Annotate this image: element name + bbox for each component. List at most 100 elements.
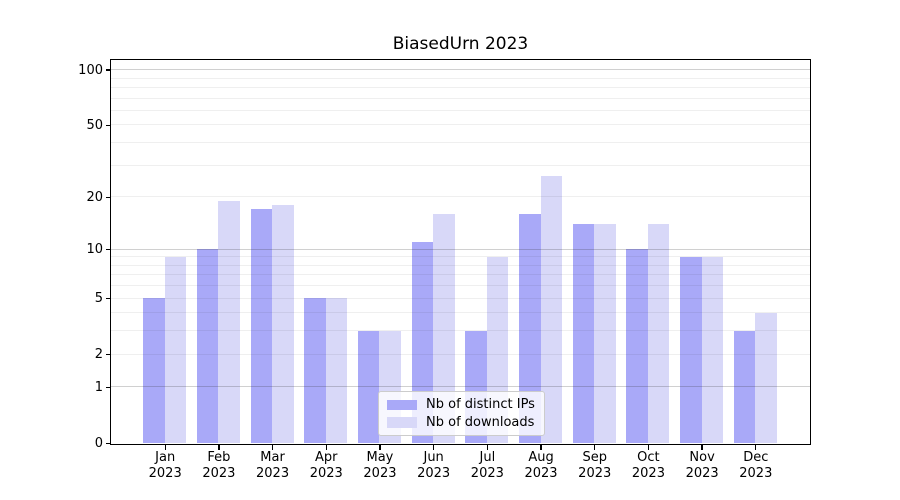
y-tick-label-1: 1 [94,379,103,395]
month-name: Jul [479,450,496,465]
minor-gridline-40 [111,142,810,144]
month-name: Jun [423,450,444,465]
month-name: Aug [528,450,554,465]
month-year: 2023 [631,466,665,481]
month-year: 2023 [309,466,343,481]
month-year: 2023 [470,466,504,481]
month-year: 2023 [578,466,612,481]
x-tick-label-jun: Jun 2023 [400,450,468,482]
x-tick-label-apr: Apr 2023 [292,450,360,482]
minor-gridline-80 [111,86,810,88]
minor-gridline-3 [111,330,810,332]
month-year: 2023 [524,466,558,481]
y-tick-mark-20 [105,196,110,198]
major-gridline-100 [111,69,810,71]
minor-gridline-8 [111,264,810,266]
x-tick-mark-aug [540,445,542,450]
minor-gridline-30 [111,164,810,166]
minor-gridline-20 [111,196,810,198]
month-year: 2023 [148,466,182,481]
y-tick-mark-10 [105,248,110,251]
legend-label-downloads: Nb of downloads [426,414,535,430]
minor-gridline-60 [111,109,810,111]
major-gridline-1 [111,386,810,388]
bar-distinct-ips-apr [304,298,326,443]
y-tick-mark-5 [105,297,110,300]
y-tick-mark-0 [105,442,110,445]
grid-layer [111,60,810,444]
bar-distinct-ips-dec [733,330,756,443]
y-tick-mark-100 [105,69,110,71]
bar-distinct-ips-may [357,330,380,443]
y-tick-label-20: 20 [86,189,103,205]
y-tick-label-10: 10 [86,242,103,257]
x-tick-label-feb: Feb 2023 [185,450,253,482]
legend-item-distinct-ips: Nb of distinct IPs [387,396,535,414]
x-tick-mark-sep [594,445,596,450]
bar-distinct-ips-aug [519,213,541,443]
legend-item-downloads: Nb of downloads [387,414,535,432]
x-tick-mark-dec [755,445,757,450]
minor-gridline-9 [111,256,810,258]
bar-downloads-jan [164,256,187,443]
x-tick-label-may: May 2023 [346,450,414,482]
y-tick-mark-2 [105,353,110,356]
bar-distinct-ips-sep [572,223,595,443]
x-tick-mark-jul [486,445,488,450]
x-tick-mark-feb [218,445,220,450]
bar-downloads-dec [755,312,777,443]
y-tick-label-2: 2 [94,347,103,363]
y-tick-mark-1 [105,386,110,389]
legend: Nb of distinct IPs Nb of downloads [378,391,545,436]
minor-gridline-90 [111,77,810,79]
minor-gridline-5 [111,297,810,299]
minor-gridline-7 [111,274,810,276]
legend-label-distinct-ips: Nb of distinct IPs [426,397,535,413]
plot-area: Nb of distinct IPs Nb of downloads [110,59,811,445]
month-year: 2023 [202,466,236,481]
month-name: May [366,450,394,465]
month-year: 2023 [363,466,397,481]
month-name: Dec [743,450,769,465]
bar-downloads-sep [594,223,616,443]
month-name: Jan [155,450,176,465]
bar-distinct-ips-oct [626,249,648,443]
y-tick-label-0: 0 [94,436,103,451]
y-tick-label-100: 100 [78,62,103,78]
major-gridline-10 [111,248,810,250]
x-tick-mark-may [379,445,381,450]
month-name: Oct [637,450,660,465]
bar-downloads-aug [540,176,563,443]
bar-distinct-ips-nov [680,256,702,443]
legend-swatch-distinct-ips [387,399,417,410]
month-year: 2023 [417,466,451,481]
x-tick-label-jan: Jan 2023 [131,450,199,482]
month-name: Feb [207,450,231,465]
bar-distinct-ips-feb [196,249,219,443]
minor-gridline-6 [111,285,810,287]
y-tick-mark-50 [105,124,110,127]
x-tick-mark-apr [325,445,327,450]
bar-distinct-ips-mar [250,209,273,443]
month-name: Mar [260,450,285,465]
x-tick-mark-jun [433,445,435,450]
month-name: Apr [315,450,338,465]
bar-downloads-nov [701,256,724,443]
chart-title: BiasedUrn 2023 [392,34,529,54]
month-name: Nov [689,450,715,465]
x-tick-label-dec: Dec 2023 [722,450,790,482]
month-year: 2023 [256,466,290,481]
bar-downloads-mar [272,204,294,443]
legend-swatch-downloads [387,417,417,428]
x-tick-mark-oct [647,445,650,450]
month-year: 2023 [685,466,719,481]
bar-downloads-oct [647,223,670,443]
x-tick-mark-jan [164,445,166,450]
minor-gridline-2 [111,353,810,355]
minor-gridline-50 [111,124,810,126]
month-name: Sep [582,450,607,465]
x-tick-label-sep: Sep 2023 [561,450,629,482]
x-tick-label-nov: Nov 2023 [668,450,736,482]
month-year: 2023 [739,466,773,481]
